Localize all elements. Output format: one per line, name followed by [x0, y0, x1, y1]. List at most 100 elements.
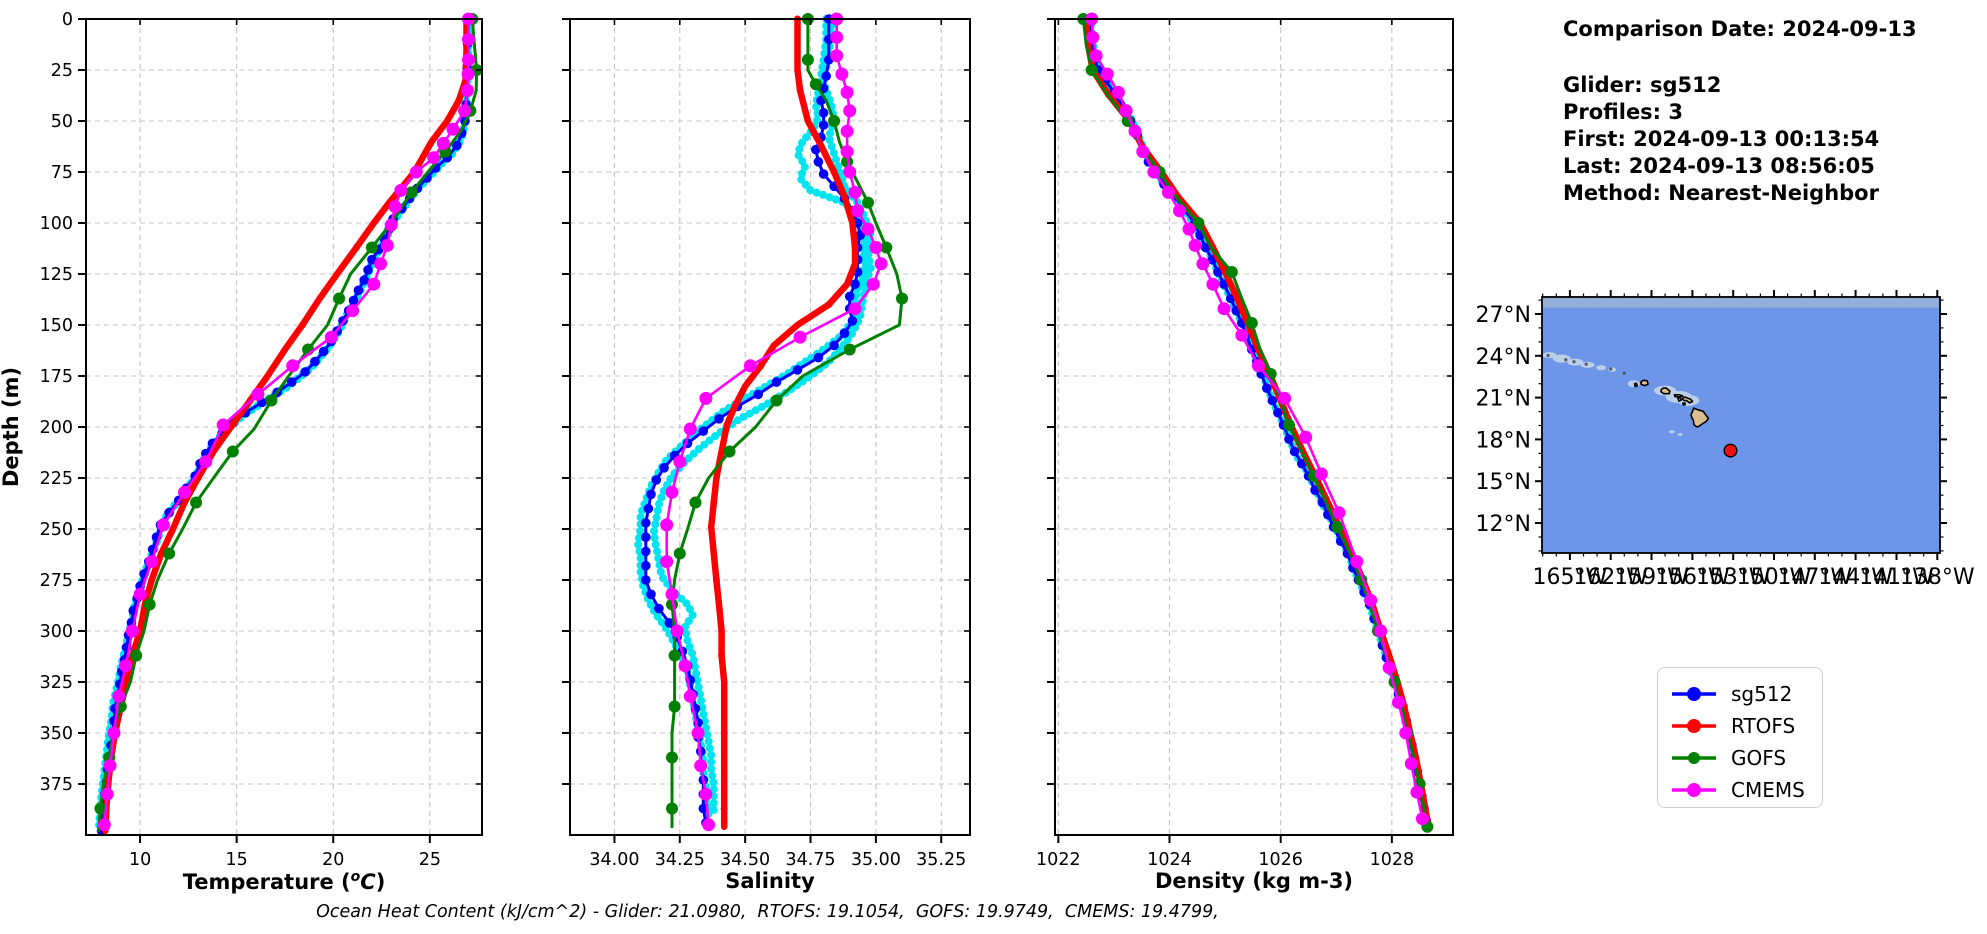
depth-tick-label: 125: [40, 265, 73, 285]
density-marker-CMEMS: [1332, 506, 1346, 520]
temperature-marker-RTOFS: [298, 321, 306, 329]
salinity-marker-CMEMS: [665, 485, 679, 499]
salinity-marker-sg512: [771, 377, 782, 387]
legend-swatch-sg512: [1672, 687, 1716, 701]
salinity-marker-sg512: [641, 575, 651, 585]
temperature-axis-label: Temperature (oC): [182, 869, 386, 894]
temperature-marker-GOFS: [226, 445, 239, 458]
temperature-marker-RTOFS: [352, 244, 360, 251]
salinity-marker-CMEMS: [843, 165, 857, 179]
map-island-molokai: [1673, 393, 1684, 398]
density-series-GOFS: [1081, 17, 1429, 829]
salinity-marker-CMEMS: [848, 302, 862, 316]
salinity-marker-CMEMS: [840, 145, 854, 159]
map-lat-label: 24°N: [1476, 345, 1531, 370]
temperature-marker-GOFS: [163, 547, 176, 560]
temperature-marker-CMEMS: [112, 689, 126, 703]
density-marker-CMEMS: [1128, 124, 1142, 138]
salinity-marker-sg512: [818, 169, 829, 179]
depth-tick-label: 25: [51, 61, 73, 81]
temperature-marker-GOFS: [130, 649, 143, 662]
salinity-marker-sg512: [641, 518, 651, 528]
temperature-marker-GOFS: [365, 241, 378, 254]
density-marker-sg512: [1289, 446, 1300, 457]
legend-swatch-rtofs: [1672, 719, 1716, 733]
density-axis-label: Density (kg m-3): [1154, 869, 1354, 893]
salinity-marker-RTOFS: [710, 499, 718, 506]
temperature-marker-RTOFS: [455, 97, 463, 105]
profiles-line: Profiles: 3: [1563, 100, 1684, 124]
salinity-marker-sg512: [654, 603, 664, 614]
salinity-marker-sg512: [821, 71, 831, 81]
salinity-marker-GOFS: [843, 343, 856, 356]
salinity-marker-GOFS: [666, 751, 678, 764]
salinity-marker-sg512: [664, 618, 675, 628]
density-marker-GOFS: [1225, 266, 1238, 278]
temperature-marker-CMEMS: [388, 200, 402, 214]
density-marker-GOFS: [1245, 317, 1258, 329]
temperature-marker-CMEMS: [374, 257, 388, 271]
salinity-marker-sg512: [792, 365, 803, 375]
salinity-marker-GOFS: [666, 802, 678, 815]
salinity-marker-CMEMS: [861, 222, 875, 236]
density-marker-CMEMS: [1382, 661, 1396, 675]
map-island-niihau: [1633, 382, 1638, 388]
x-tick-label: 1022: [1036, 850, 1081, 870]
salinity-marker-CMEMS: [665, 587, 679, 601]
density-marker-CMEMS: [1415, 812, 1429, 826]
legend-label: CMEMS: [1731, 778, 1805, 802]
temperature-marker-sg512: [318, 346, 329, 357]
temperature-marker-CMEMS: [100, 787, 114, 801]
x-tick-label: 35.00: [851, 850, 901, 870]
depth-tick-label: 150: [40, 316, 73, 336]
salinity-series-RTOFS: [707, 15, 859, 831]
salinity-marker-CMEMS: [866, 277, 880, 291]
x-tick-label: 1028: [1370, 850, 1415, 870]
temperature-marker-CMEMS: [156, 518, 170, 532]
salinity-marker-CMEMS: [691, 726, 705, 740]
glider-line: Glider: sg512: [1563, 73, 1722, 97]
density-marker-CMEMS: [1111, 85, 1125, 99]
method-line: Method: Nearest-Neighbor: [1563, 181, 1879, 205]
depth-tick-label: 0: [62, 10, 73, 30]
salinity-marker-CMEMS: [840, 124, 854, 138]
temperature-marker-CMEMS: [125, 624, 139, 638]
depth-tick-label: 100: [40, 214, 73, 234]
map-islet: [1584, 362, 1588, 366]
salinity-marker-sg512: [646, 589, 656, 600]
salinity-marker-sg512: [753, 389, 763, 400]
map-lat-label: 15°N: [1476, 470, 1531, 495]
map-shoal: [1668, 430, 1675, 434]
density-marker-CMEMS: [1399, 726, 1413, 740]
density-marker-CMEMS: [1350, 555, 1364, 569]
density-marker-CMEMS: [1136, 145, 1150, 159]
temperature-marker-CMEMS: [103, 759, 117, 773]
map-island-oahu: [1660, 387, 1671, 395]
density-marker-CMEMS: [1235, 328, 1249, 342]
salinity-marker-RTOFS: [830, 168, 838, 176]
salinity-marker-GOFS: [770, 394, 783, 407]
salinity-marker-CMEMS: [830, 49, 844, 63]
map-islet: [1622, 371, 1626, 375]
temperature-marker-GOFS: [94, 802, 107, 815]
depth-tick-label: 175: [40, 367, 73, 387]
map-lon-label: 147°W: [1777, 565, 1852, 590]
map-lat-label: 12°N: [1476, 512, 1531, 537]
location-map: 12°N15°N18°N21°N24°N27°N138°W141°W144°W1…: [1476, 290, 1975, 590]
temperature-marker-GOFS: [143, 598, 156, 611]
last-line: Last: 2024-09-13 08:56:05: [1563, 154, 1875, 178]
temperature-marker-CMEMS: [446, 122, 460, 136]
density-marker-CMEMS: [1089, 49, 1103, 63]
temperature-marker-CMEMS: [380, 238, 394, 252]
salinity-marker-CMEMS: [699, 787, 713, 801]
temperature-marker-sg512: [286, 377, 297, 387]
density-marker-CMEMS: [1119, 104, 1133, 118]
temperature-marker-CMEMS: [346, 304, 360, 318]
salinity-marker-CMEMS: [793, 330, 807, 344]
temperature-marker-CMEMS: [367, 277, 381, 291]
salinity-marker-CMEMS: [743, 359, 757, 373]
salinity-marker-sg512: [646, 489, 656, 500]
salinity-marker-CMEMS: [840, 85, 854, 99]
salinity-marker-RTOFS: [712, 576, 720, 584]
